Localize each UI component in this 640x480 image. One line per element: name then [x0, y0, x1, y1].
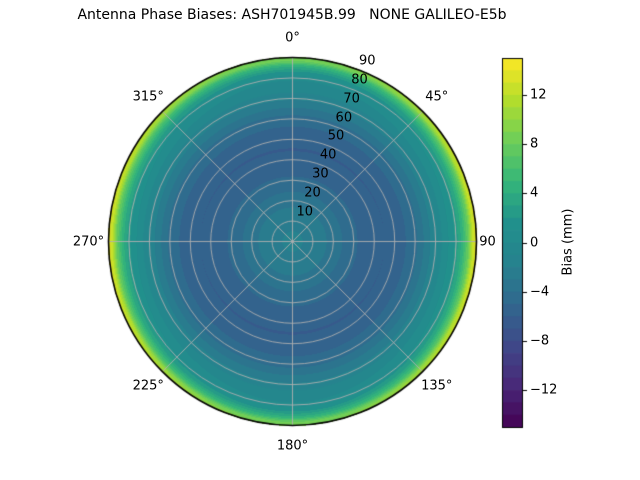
theta-tick-label: 180°	[276, 438, 309, 453]
theta-tick-label: 45°	[425, 89, 449, 105]
r-tick-label: 20	[304, 185, 321, 201]
theta-tick-label: 135°	[421, 378, 453, 394]
colorbar-tick-label: 12	[530, 87, 547, 103]
chart-title: Antenna Phase Biases: ASH701945B.99 NONE…	[77, 7, 507, 23]
r-tick-label: 40	[319, 147, 337, 163]
theta-tick-label: 225°	[132, 378, 164, 394]
r-tick-label: 30	[312, 166, 329, 182]
r-tick-label: 80	[351, 72, 368, 88]
r-tick-label: 60	[335, 110, 353, 126]
colorbar-tick-label: −4	[530, 284, 550, 300]
r-tick-label: 70	[343, 91, 360, 107]
colorbar-tick-label: 0	[530, 235, 539, 250]
theta-tick-label: 0°	[285, 30, 300, 45]
theta-tick-label: 315°	[132, 89, 164, 105]
r-tick-label: 90	[359, 53, 376, 69]
colorbar-axis-label: Bias (mm)	[560, 208, 576, 276]
colorbar-tick-label: 8	[530, 136, 539, 152]
theta-tick-label: 90	[479, 234, 496, 249]
colorbar-tick-label: −8	[530, 333, 550, 349]
r-tick-label: 10	[296, 204, 313, 220]
r-tick-label: 50	[327, 128, 345, 144]
theta-tick-label: 270°	[72, 234, 105, 249]
colorbar-tick-label: 4	[530, 185, 539, 201]
colorbar-tick-label: −12	[530, 382, 558, 398]
